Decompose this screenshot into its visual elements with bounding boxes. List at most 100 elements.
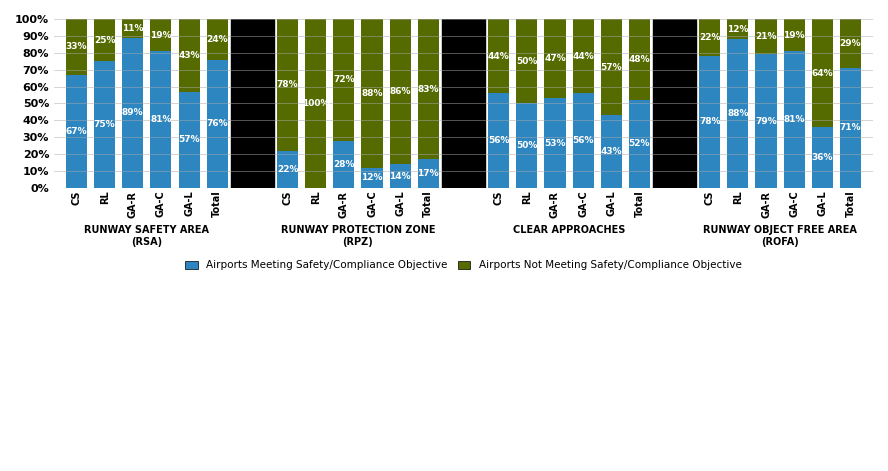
Text: 56%: 56%: [573, 136, 594, 145]
Bar: [812, 19, 833, 127]
Bar: [390, 164, 411, 188]
Text: RUNWAY SAFETY AREA
(RSA): RUNWAY SAFETY AREA (RSA): [84, 225, 210, 247]
Text: 12%: 12%: [361, 173, 383, 182]
Text: 57%: 57%: [178, 135, 200, 144]
Bar: [600, 115, 622, 188]
Text: 88%: 88%: [727, 109, 749, 118]
Text: RUNWAY OBJECT FREE AREA
(ROFA): RUNWAY OBJECT FREE AREA (ROFA): [703, 225, 857, 247]
Bar: [488, 93, 509, 188]
Text: 44%: 44%: [572, 52, 594, 61]
Bar: [573, 93, 594, 188]
Bar: [727, 39, 749, 188]
Text: 100%: 100%: [302, 99, 329, 108]
Bar: [783, 51, 805, 188]
Text: 71%: 71%: [840, 123, 861, 132]
Bar: [231, 19, 274, 188]
Text: 78%: 78%: [699, 117, 720, 127]
Text: 76%: 76%: [206, 119, 228, 128]
Legend: Airports Meeting Safety/Compliance Objective, Airports Not Meeting Safety/Compli: Airports Meeting Safety/Compliance Objec…: [186, 260, 741, 270]
Text: 43%: 43%: [600, 147, 622, 156]
Bar: [516, 104, 537, 188]
Text: 24%: 24%: [206, 35, 228, 44]
Text: 36%: 36%: [812, 153, 833, 162]
Text: 72%: 72%: [333, 75, 354, 84]
Text: 47%: 47%: [544, 54, 566, 63]
Text: 53%: 53%: [544, 138, 566, 147]
Bar: [66, 19, 87, 75]
Text: 75%: 75%: [94, 120, 115, 129]
Bar: [66, 75, 87, 188]
Text: 89%: 89%: [122, 108, 144, 117]
Text: 81%: 81%: [150, 115, 171, 124]
Text: 50%: 50%: [516, 141, 537, 150]
Bar: [150, 19, 171, 51]
Text: 83%: 83%: [417, 85, 439, 94]
Bar: [544, 98, 566, 188]
Bar: [361, 168, 383, 188]
Text: 22%: 22%: [699, 33, 720, 42]
Bar: [94, 19, 115, 61]
Bar: [305, 19, 326, 188]
Bar: [150, 51, 171, 188]
Bar: [123, 19, 143, 38]
Bar: [207, 59, 228, 188]
Text: 52%: 52%: [629, 139, 650, 148]
Bar: [573, 19, 594, 93]
Bar: [333, 19, 354, 140]
Text: 50%: 50%: [516, 57, 537, 66]
Text: 78%: 78%: [277, 81, 298, 89]
Text: 11%: 11%: [122, 24, 144, 33]
Bar: [544, 19, 566, 98]
Bar: [812, 127, 833, 188]
Bar: [654, 19, 695, 188]
Bar: [390, 19, 411, 164]
Bar: [756, 19, 777, 55]
Text: 79%: 79%: [755, 117, 777, 126]
Text: CLEAR APPROACHES: CLEAR APPROACHES: [513, 225, 625, 235]
Bar: [361, 19, 383, 168]
Text: 22%: 22%: [277, 165, 298, 174]
Bar: [94, 61, 115, 188]
Text: 28%: 28%: [333, 160, 354, 169]
Text: 25%: 25%: [94, 36, 115, 45]
Text: 44%: 44%: [488, 52, 510, 61]
Bar: [277, 151, 298, 188]
Text: 29%: 29%: [840, 39, 861, 48]
Bar: [629, 100, 650, 188]
Text: 19%: 19%: [783, 31, 805, 40]
Text: 43%: 43%: [178, 51, 200, 60]
Bar: [333, 140, 354, 188]
Text: 64%: 64%: [812, 68, 833, 78]
Bar: [600, 19, 622, 115]
Text: RUNWAY PROTECTION ZONE
(RPZ): RUNWAY PROTECTION ZONE (RPZ): [281, 225, 435, 247]
Bar: [178, 91, 200, 188]
Text: 17%: 17%: [417, 169, 440, 178]
Bar: [840, 19, 861, 68]
Bar: [840, 68, 861, 188]
Text: 67%: 67%: [66, 127, 87, 136]
Bar: [277, 19, 298, 151]
Text: 14%: 14%: [389, 171, 411, 180]
Text: 33%: 33%: [66, 42, 87, 51]
Text: 88%: 88%: [361, 89, 383, 98]
Text: 21%: 21%: [756, 32, 777, 41]
Bar: [207, 19, 228, 59]
Bar: [699, 56, 720, 188]
Text: 86%: 86%: [390, 87, 411, 96]
Bar: [783, 19, 805, 51]
Bar: [699, 19, 720, 56]
Bar: [727, 19, 749, 39]
Text: 56%: 56%: [488, 136, 510, 145]
Text: 57%: 57%: [600, 63, 622, 72]
Bar: [123, 38, 143, 188]
Bar: [756, 55, 777, 188]
Bar: [442, 19, 485, 188]
Text: 48%: 48%: [629, 55, 650, 64]
Text: 81%: 81%: [783, 115, 805, 124]
Text: 12%: 12%: [727, 24, 749, 33]
Bar: [516, 19, 537, 104]
Bar: [178, 19, 200, 91]
Bar: [417, 159, 439, 188]
Bar: [488, 19, 509, 93]
Text: 19%: 19%: [150, 31, 171, 40]
